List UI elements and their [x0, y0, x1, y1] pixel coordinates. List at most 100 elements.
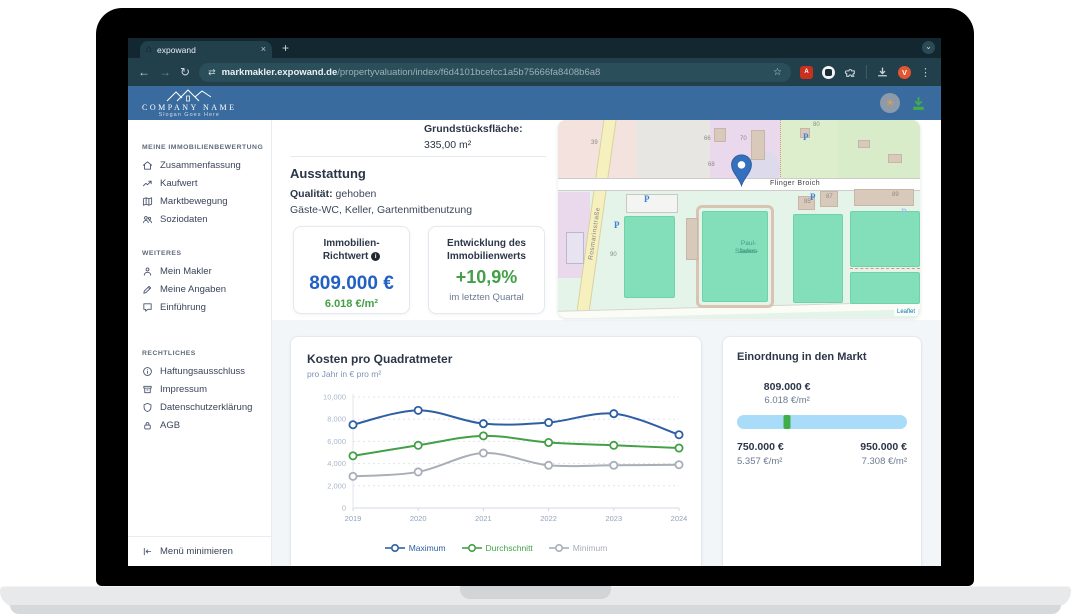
sidebar-item-kaufwert[interactable]: Kaufwert — [128, 174, 271, 192]
back-icon[interactable]: ← — [138, 65, 150, 79]
location-map[interactable]: P P P P P 39 66 68 70 80 85 87 8 — [558, 120, 920, 318]
url-bar[interactable]: ⇄ markmakler.expowand.de/propertyvaluati… — [199, 62, 791, 82]
richtwert-title: Immobilien- — [323, 238, 380, 249]
map-attribution[interactable]: Leaflet — [893, 308, 918, 316]
map-sports-field — [850, 211, 920, 267]
lock-icon — [144, 421, 151, 429]
house-number: 39 — [591, 140, 598, 146]
legend-marker-icon — [384, 543, 405, 553]
tab-search-icon[interactable]: ⌄ — [922, 41, 935, 54]
menu-dots-icon[interactable]: ⋮ — [920, 66, 931, 79]
map-building — [714, 128, 726, 142]
sidebar-item-impressum[interactable]: Impressum — [128, 380, 271, 398]
svg-text:2020: 2020 — [410, 514, 427, 523]
forward-icon[interactable]: → — [159, 65, 171, 79]
entwicklung-value: +10,9% — [455, 267, 518, 287]
market-current-per-sqm: 6.018 €/m² — [764, 395, 810, 406]
download-icon[interactable] — [876, 66, 889, 79]
svg-text:2019: 2019 — [345, 514, 362, 523]
sidebar-item-label: AGB — [160, 419, 181, 431]
sidebar-item-zusammenfassung[interactable]: Zusammenfassung — [128, 156, 271, 174]
chart-legend: Maximum Durchschnitt Minimum — [307, 543, 685, 553]
svg-text:2021: 2021 — [475, 514, 492, 523]
map-sports-field — [850, 272, 920, 304]
sidebar-item-agb[interactable]: AGB — [128, 416, 271, 434]
richtwert-card: Immobilien- Richtwert i 809.000 € 6.018 … — [293, 226, 410, 314]
svg-text:10,000: 10,000 — [323, 393, 346, 402]
sidebar-minimize-button[interactable]: Menü minimieren — [128, 536, 271, 566]
map-building — [751, 130, 765, 160]
profile-avatar[interactable]: V — [898, 65, 911, 79]
house-number: 90 — [610, 252, 617, 258]
market-marker — [783, 415, 791, 429]
svg-text:2022: 2022 — [540, 514, 557, 523]
browser-tab[interactable]: ⌂ expowand × — [140, 41, 272, 58]
price-chart-card: Kosten pro Quadratmeter pro Jahr in € pr… — [290, 336, 702, 566]
company-name: COMPANY NAME — [142, 102, 237, 112]
richtwert-title-2: Richtwert — [322, 251, 369, 262]
pdf-extension-icon[interactable]: A — [800, 65, 813, 79]
shield-icon — [143, 402, 152, 412]
sidebar-section-title: RECHTLICHES — [142, 350, 196, 357]
sidebar-item-label: Haftungsausschluss — [160, 365, 246, 377]
house-number: 68 — [708, 162, 715, 168]
house-number: 70 — [740, 136, 747, 142]
house-number: 66 — [704, 136, 711, 142]
sidebar-item-label: Kaufwert — [160, 177, 198, 189]
stadium-label: Paul-Janes- Stadion — [708, 240, 762, 255]
parking-icon: P — [644, 194, 650, 204]
sidebar-item-datenschutz[interactable]: Datenschutzerklärung — [128, 398, 271, 416]
parking-icon: P — [901, 207, 907, 217]
chat-icon — [143, 302, 152, 312]
sidebar-item-einfuehrung[interactable]: Einführung — [128, 298, 271, 316]
sidebar-item-label: Impressum — [160, 383, 207, 395]
map-building — [854, 189, 914, 206]
company-slogan: Slogan Goes Here — [158, 111, 220, 118]
legend-item-minimum[interactable]: Minimum — [548, 543, 607, 553]
sidebar-item-label: Marktbewegung — [160, 195, 228, 207]
roofline-logo-icon — [166, 88, 212, 101]
sidebar-item-soziodaten[interactable]: Soziodaten — [128, 210, 271, 228]
people-icon — [143, 215, 152, 223]
market-min-value: 750.000 € — [737, 441, 784, 453]
laptop-notch — [460, 586, 611, 599]
puzzle-extensions-icon[interactable] — [844, 66, 857, 79]
legend-item-durchschnitt[interactable]: Durchschnitt — [461, 543, 533, 553]
map-building — [800, 128, 810, 138]
section-divider — [290, 156, 546, 157]
laptop-base — [0, 586, 1071, 607]
sidebar-item-label: Datenschutzerklärung — [160, 401, 253, 413]
bookmark-star-icon[interactable]: ☆ — [773, 66, 782, 78]
market-current-value: 809.000 € — [763, 381, 811, 393]
browser-toolbar: ← → ↻ ⇄ markmakler.expowand.de/propertyv… — [128, 58, 941, 86]
parking-icon: P — [810, 192, 816, 202]
map-building — [858, 140, 870, 148]
reload-icon[interactable]: ↻ — [180, 65, 191, 79]
archive-icon — [143, 385, 152, 393]
theme-sun-icon[interactable]: ☀ — [880, 93, 900, 113]
browser-window: ⌂ expowand × + ⌄ ← → ↻ ⇄ markmakler.expo… — [128, 38, 941, 566]
sidebar-item-marktbewegung[interactable]: Marktbewegung — [128, 192, 271, 210]
company-logo[interactable]: COMPANY NAME Slogan Goes Here — [142, 88, 237, 118]
features-title: Ausstattung — [290, 166, 366, 181]
parking-icon: P — [614, 220, 620, 230]
sidebar-item-mein-makler[interactable]: Mein Makler — [128, 262, 271, 280]
sidebar-item-label: Zusammenfassung — [160, 159, 241, 171]
export-download-icon[interactable] — [910, 95, 927, 112]
extension-icon[interactable] — [822, 65, 835, 79]
tab-close-icon[interactable]: × — [260, 44, 266, 54]
stadium-label-1: Paul-Janes- — [738, 240, 759, 255]
richtwert-value: 809.000 € — [309, 273, 394, 294]
sidebar-item-haftungsausschluss[interactable]: Haftungsausschluss — [128, 362, 271, 380]
new-tab-button[interactable]: + — [282, 41, 290, 55]
map-parking-lot — [626, 194, 678, 213]
quality-row: Qualität: gehoben — [290, 188, 376, 200]
stadium-label-2: Stadion — [735, 248, 758, 255]
info-icon[interactable]: i — [371, 252, 381, 261]
site-settings-icon[interactable]: ⇄ — [208, 66, 216, 77]
legend-item-maximum[interactable]: Maximum — [384, 543, 446, 553]
url-text[interactable]: markmakler.expowand.de/propertyvaluation… — [222, 67, 767, 78]
sidebar-item-meine-angaben[interactable]: Meine Angaben — [128, 280, 271, 298]
toolbar-divider — [866, 65, 867, 79]
url-path: /propertyvaluation/index/f6d4101bcefcc1a… — [337, 66, 601, 78]
